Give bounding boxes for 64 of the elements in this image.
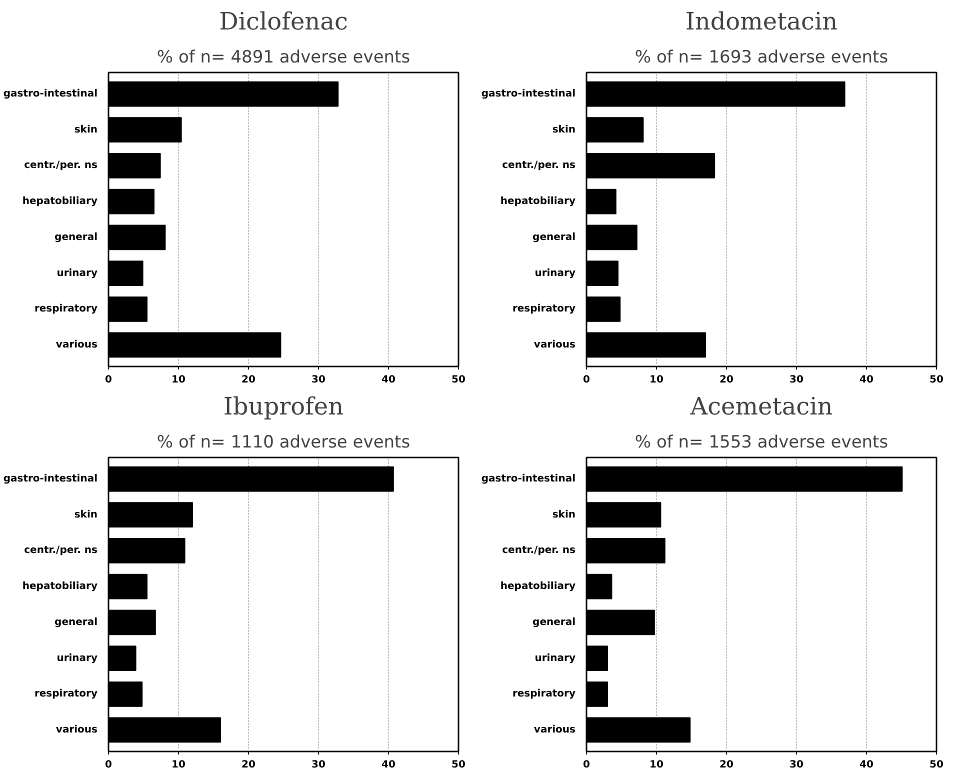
y-tick-label: centr./per. ns <box>24 160 98 172</box>
x-tick-label: 50 <box>930 760 944 770</box>
chart-subtitle: % of n= 1693 adverse events <box>634 48 888 68</box>
y-tick-label: general <box>532 616 576 628</box>
x-tick-label: 0 <box>105 374 112 386</box>
y-tick-label: various <box>534 339 576 350</box>
y-tick-label: urinary <box>56 652 98 664</box>
y-tick-label: various <box>56 339 98 350</box>
x-tick-label: 40 <box>860 374 874 386</box>
y-tick-label: various <box>56 724 98 736</box>
y-tick-label: gastro-intestinal <box>3 88 98 100</box>
x-tick-label: 30 <box>790 374 804 386</box>
y-tick-label: gastro-intestinal <box>481 88 576 100</box>
y-tick-label: general <box>54 616 98 628</box>
x-tick-label: 20 <box>242 760 256 770</box>
x-tick-label: 10 <box>172 760 186 770</box>
x-tick-label: 30 <box>312 760 326 770</box>
x-tick-label: 20 <box>242 374 256 386</box>
chart-subtitle: % of n= 4891 adverse events <box>156 48 410 68</box>
y-tick-label: respiratory <box>34 688 98 700</box>
chart-subtitle: % of n= 1110 adverse events <box>156 432 410 452</box>
x-tick-label: 0 <box>583 374 590 386</box>
y-tick-label: gastro-intestinal <box>3 474 98 485</box>
x-tick-label: 40 <box>382 760 396 770</box>
y-tick-label: general <box>532 232 576 243</box>
y-tick-label: respiratory <box>512 304 576 315</box>
y-tick-label: urinary <box>534 268 576 279</box>
y-tick-label: hepatobiliary <box>500 581 576 592</box>
y-tick-label: general <box>54 232 98 243</box>
y-tick-label: centr./per. ns <box>502 160 576 172</box>
x-tick-label: 10 <box>650 760 664 770</box>
y-tick-label: centr./per. ns <box>24 545 98 556</box>
x-tick-label: 10 <box>650 374 664 386</box>
y-tick-label: urinary <box>56 268 98 279</box>
x-tick-label: 40 <box>860 760 874 770</box>
x-tick-label: 20 <box>720 374 734 386</box>
x-tick-label: 0 <box>583 760 590 770</box>
y-tick-label: respiratory <box>512 688 576 700</box>
y-tick-label: hepatobiliary <box>22 581 98 592</box>
x-tick-label: 50 <box>452 760 466 770</box>
y-tick-label: hepatobiliary <box>500 196 576 208</box>
chart-title: Indometacin <box>685 8 838 36</box>
y-tick-label: respiratory <box>34 304 98 315</box>
x-tick-label: 30 <box>312 374 326 386</box>
y-tick-label: gastro-intestinal <box>481 474 576 485</box>
chart-title: Ibuprofen <box>223 392 344 420</box>
x-tick-label: 0 <box>105 760 112 770</box>
y-tick-label: skin <box>74 124 98 136</box>
chart-title: Acemetacin <box>689 392 833 420</box>
x-tick-label: 10 <box>172 374 186 386</box>
y-tick-label: skin <box>74 509 98 520</box>
chart-title: Diclofenac <box>219 8 348 36</box>
x-tick-label: 20 <box>720 760 734 770</box>
y-tick-label: skin <box>552 509 576 520</box>
y-tick-label: hepatobiliary <box>22 196 98 208</box>
y-tick-label: skin <box>552 124 576 136</box>
chart-subtitle: % of n= 1553 adverse events <box>634 432 888 452</box>
y-tick-label: various <box>534 724 576 736</box>
x-tick-label: 30 <box>790 760 804 770</box>
x-tick-label: 50 <box>452 374 466 386</box>
x-tick-label: 40 <box>382 374 396 386</box>
y-tick-label: urinary <box>534 652 576 664</box>
x-tick-label: 50 <box>930 374 944 386</box>
y-tick-label: centr./per. ns <box>502 545 576 556</box>
